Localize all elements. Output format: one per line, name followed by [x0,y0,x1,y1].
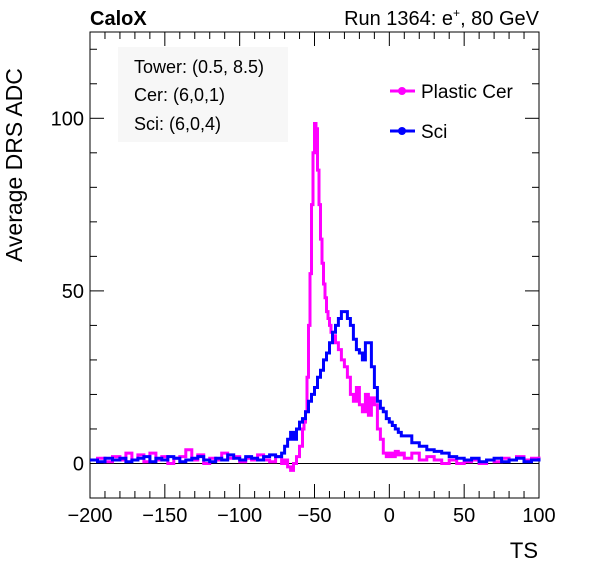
info-sci: Sci: (6,0,4) [134,114,221,134]
run-label: Run 1364: e+, 80 GeV [344,6,540,30]
series-line-plastic-cer [90,122,541,472]
y-axis-ticks: 0 50 100 [51,48,539,499]
legend-label-plastic-cer: Plastic Cer [421,82,514,103]
y-tick-label: 100 [51,108,84,130]
y-tick-label: 50 [62,281,84,303]
legend: Plastic Cer Sci [390,82,514,143]
x-tick-label: 100 [522,505,555,527]
legend-marker-sci [398,127,406,135]
info-tower: Tower: (0.5, 8.5) [134,57,264,77]
experiment-label: CaloX [90,8,147,30]
x-tick-label: −50 [298,505,332,527]
x-axis-title: TS [510,538,538,563]
x-tick-label: −200 [67,505,112,527]
y-axis-title: Average DRS ADC [1,68,27,262]
x-axis-ticks: −200 −150 −100 −50 0 50 100 [67,32,556,527]
info-cer: Cer: (6,0,1) [134,85,225,105]
series-line-sci [90,310,541,464]
info-box-background [118,47,288,142]
x-tick-label: −100 [217,505,262,527]
series-layer [90,122,541,472]
y-tick-label: 0 [73,453,84,475]
legend-label-sci: Sci [421,122,447,143]
x-tick-label: 0 [384,505,395,527]
x-tick-label: −150 [142,505,187,527]
legend-marker-plastic-cer [398,87,406,95]
x-tick-label: 50 [453,505,475,527]
